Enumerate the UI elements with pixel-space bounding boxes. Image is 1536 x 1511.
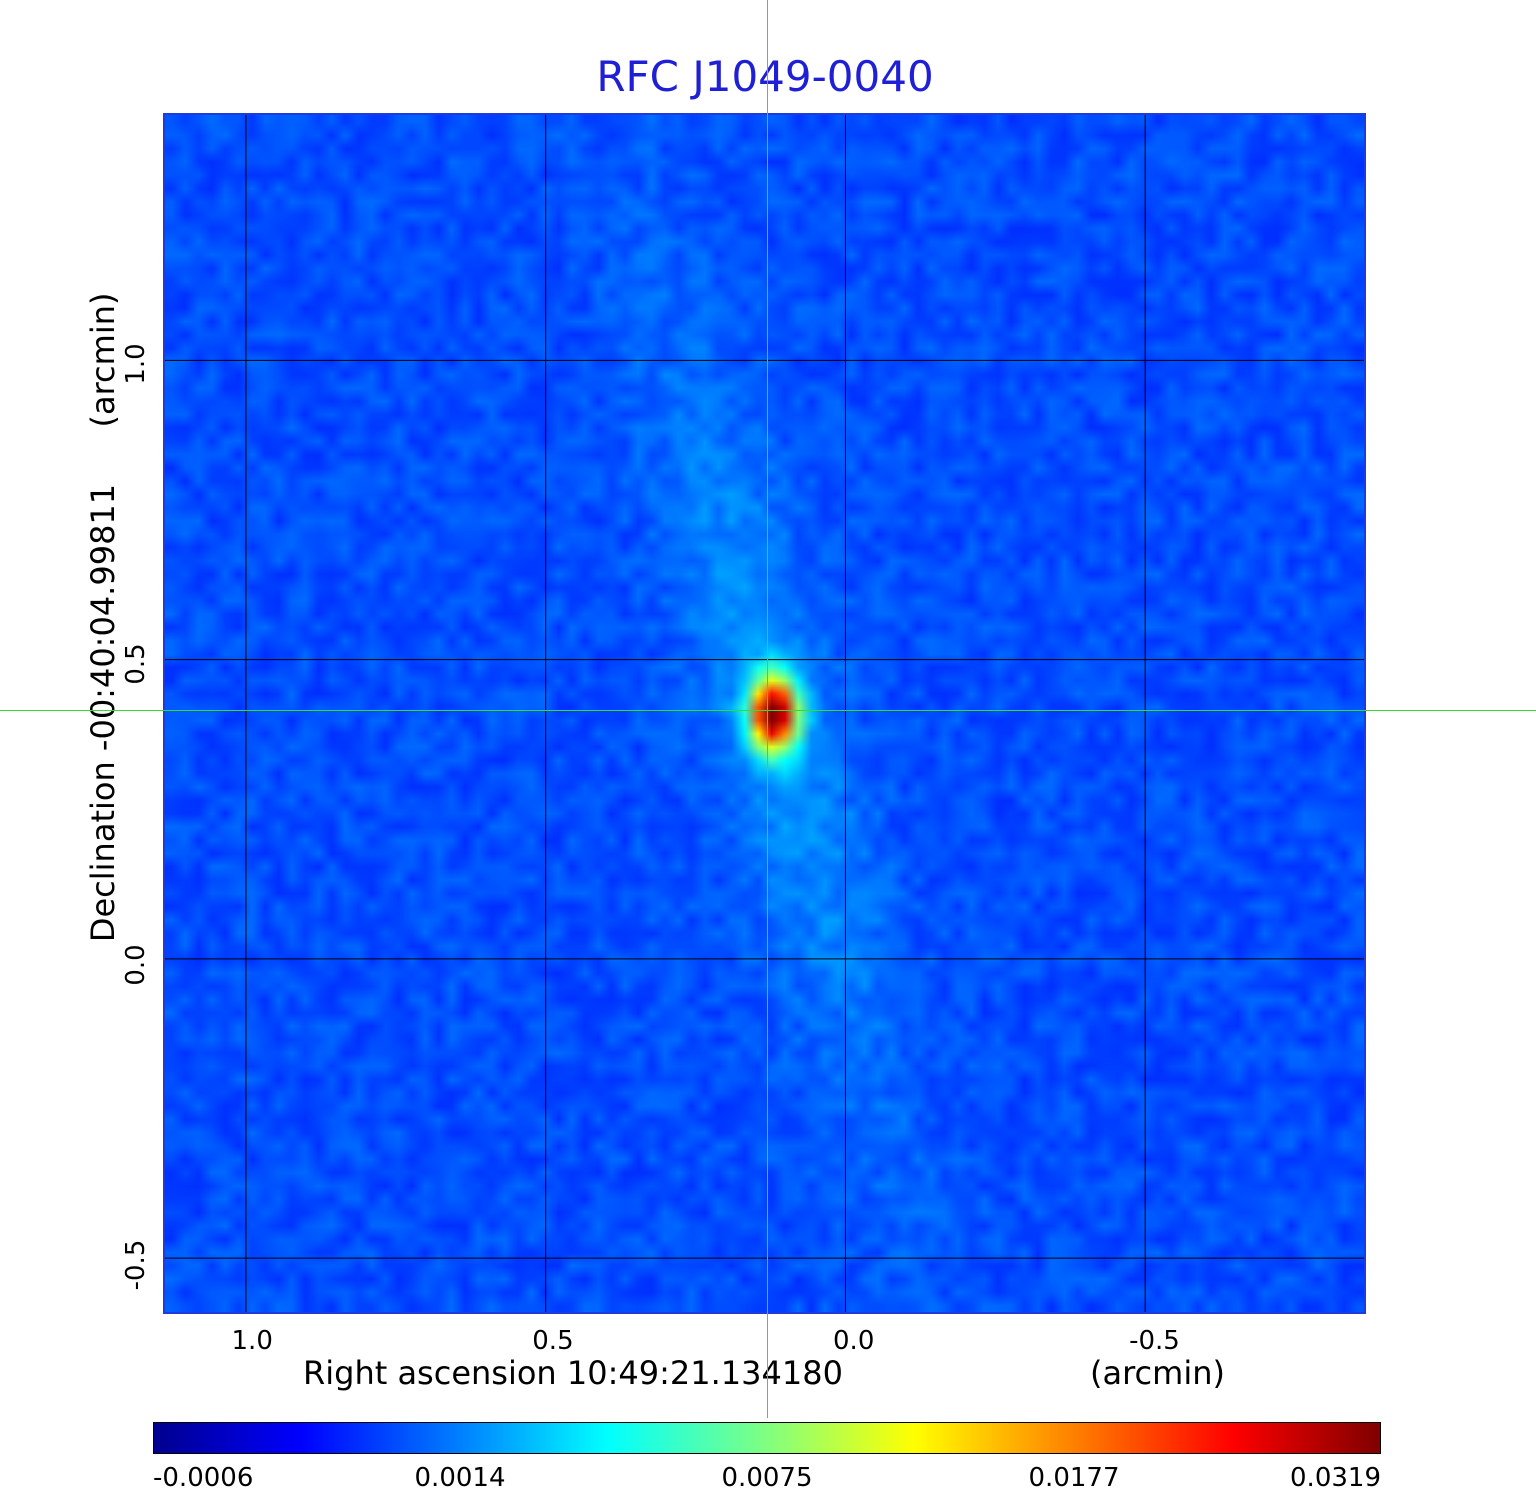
x-axis-unit: (arcmin): [1090, 1354, 1225, 1392]
coordinate-grid: [165, 115, 1364, 1312]
x-tick-label: 0.0: [833, 1326, 875, 1356]
y-tick-label: -0.5: [121, 1239, 151, 1291]
y-tick-label: 1.0: [121, 343, 151, 385]
intensity-map: [165, 115, 1364, 1312]
colorbar-tick-label: 0.0075: [721, 1463, 813, 1493]
colorbar-tick-label: 0.0319: [1290, 1463, 1381, 1493]
x-axis-label: Right ascension 10:49:21.134180: [303, 1354, 843, 1392]
colorbar-tick-label: -0.0006: [153, 1463, 254, 1493]
heatmap-image[interactable]: [163, 113, 1366, 1314]
x-tick-label: 0.5: [532, 1326, 574, 1356]
x-tick-label: -0.5: [1129, 1326, 1180, 1356]
y-tick-label: 0.0: [121, 944, 151, 986]
colorbar: [153, 1422, 1381, 1454]
y-axis-label: Declination -00:40:04.99811: [84, 483, 122, 943]
x-tick-label: 1.0: [231, 1326, 273, 1356]
y-tick-label: 0.5: [121, 643, 151, 686]
chart-title: RFC J1049-0040: [596, 52, 934, 101]
colorbar-tick-label: 0.0014: [414, 1463, 506, 1493]
y-axis-unit: (arcmin): [84, 292, 122, 428]
colorbar-tick-label: 0.0177: [1028, 1463, 1120, 1493]
